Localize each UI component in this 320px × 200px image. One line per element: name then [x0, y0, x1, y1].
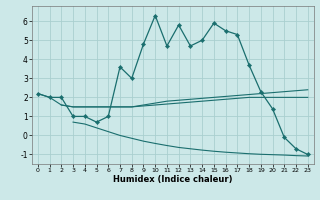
- X-axis label: Humidex (Indice chaleur): Humidex (Indice chaleur): [113, 175, 233, 184]
